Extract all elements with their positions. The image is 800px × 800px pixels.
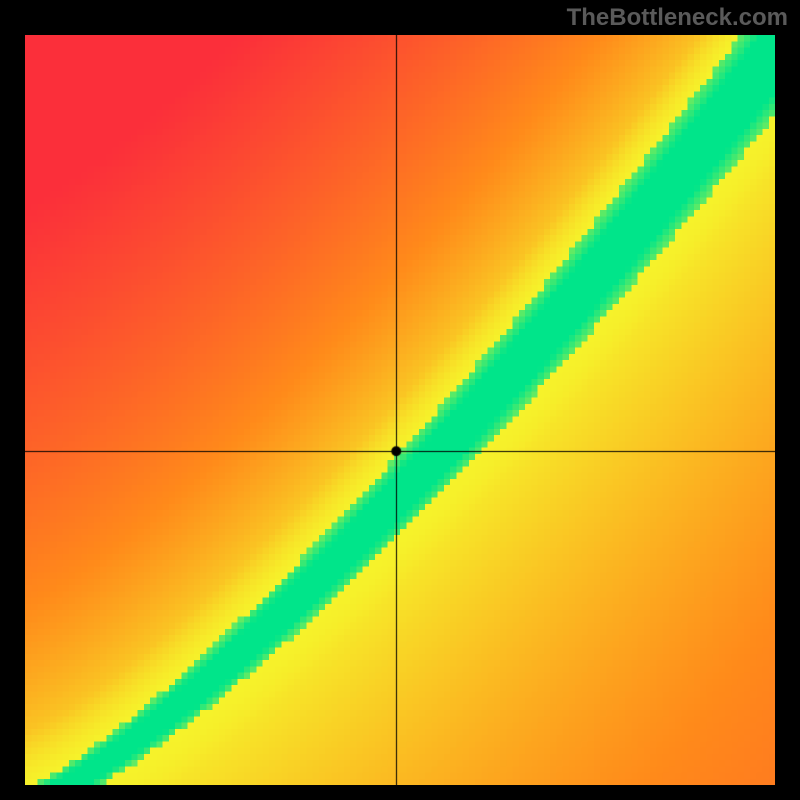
watermark-text: TheBottleneck.com [567,4,788,32]
heatmap-canvas [25,35,775,785]
chart-container: TheBottleneck.com [0,0,800,800]
